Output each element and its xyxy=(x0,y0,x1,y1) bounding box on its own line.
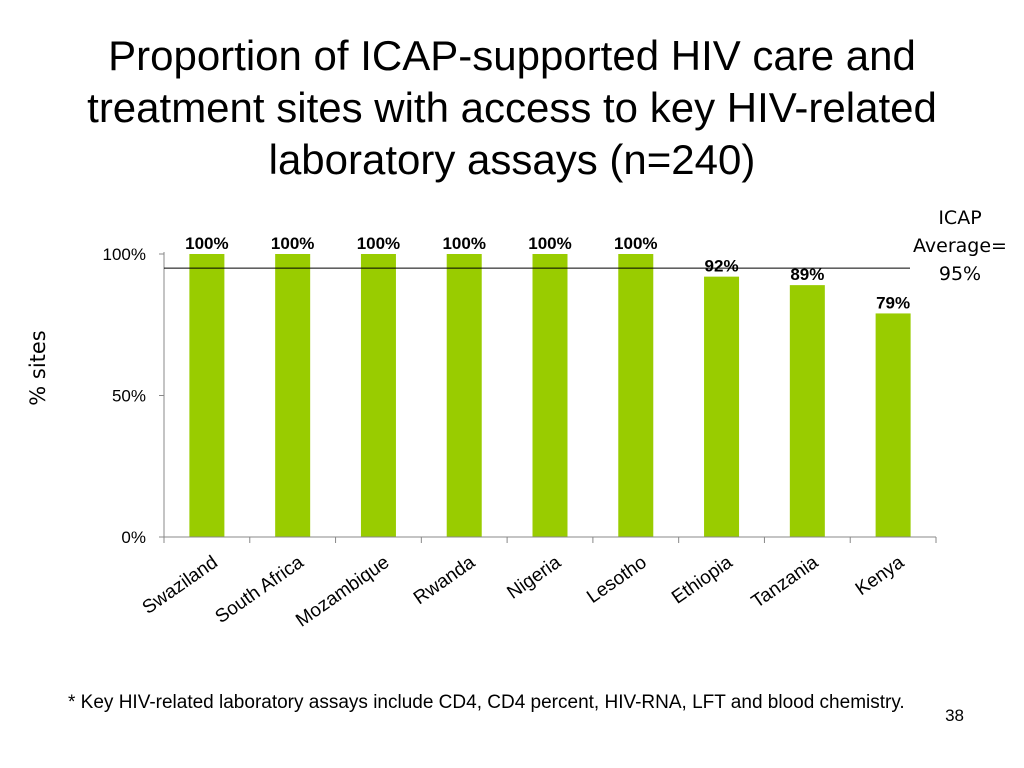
slide-title: Proportion of ICAP-supported HIV care an… xyxy=(20,30,1004,186)
x-tick-label: Ethiopia xyxy=(668,552,737,609)
x-tick-label: Lesotho xyxy=(583,552,650,608)
x-tick-label: Mozambique xyxy=(292,552,393,632)
footnote: * Key HIV-related laboratory assays incl… xyxy=(68,692,905,713)
y-axis-title: % sites xyxy=(26,330,50,406)
average-label-line: Average= xyxy=(913,235,1007,257)
bar xyxy=(532,254,568,537)
x-tick-label: Nigeria xyxy=(504,552,566,604)
data-label: 100% xyxy=(614,234,657,253)
data-label: 79% xyxy=(876,293,910,312)
x-tick-label: Tanzania xyxy=(748,552,823,613)
title-line: Proportion of ICAP-supported HIV care an… xyxy=(108,32,916,79)
data-label: 100% xyxy=(271,234,314,253)
bar xyxy=(789,285,825,537)
data-label: 100% xyxy=(528,234,571,253)
average-label-line: 95% xyxy=(938,263,982,285)
y-tick-label: 100% xyxy=(103,245,146,264)
average-label-line: ICAP xyxy=(938,207,982,229)
data-label: 92% xyxy=(705,257,739,276)
bar xyxy=(618,254,654,537)
bar xyxy=(360,254,396,537)
bar xyxy=(704,276,740,537)
x-tick-label: Kenya xyxy=(852,552,909,600)
x-tick-label: Rwanda xyxy=(410,552,480,609)
x-tick-label: Swaziland xyxy=(139,552,222,619)
bar xyxy=(446,254,482,537)
data-label: 100% xyxy=(442,234,485,253)
bar xyxy=(189,254,225,537)
title-line: laboratory assays (n=240) xyxy=(268,136,756,183)
data-label: 100% xyxy=(185,234,228,253)
data-label: 89% xyxy=(790,265,824,284)
data-label: 100% xyxy=(357,234,400,253)
title-line: treatment sites with access to key HIV-r… xyxy=(87,84,937,131)
y-tick-label: 0% xyxy=(121,528,146,547)
bar xyxy=(875,313,911,537)
page-number: 38 xyxy=(945,706,964,725)
y-tick-label: 50% xyxy=(112,387,146,406)
bar xyxy=(275,254,311,537)
average-label: ICAP Average= 95% xyxy=(900,204,1020,288)
